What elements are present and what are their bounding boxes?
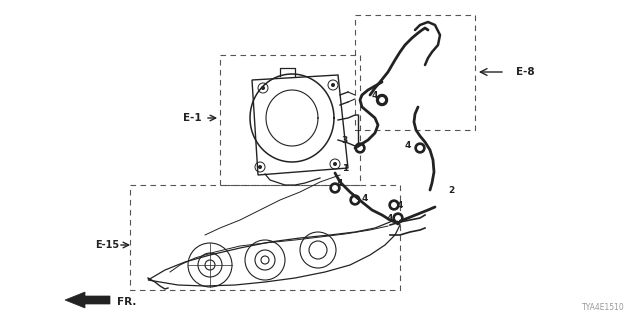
Circle shape: [393, 213, 403, 223]
Circle shape: [333, 162, 337, 166]
Circle shape: [380, 98, 384, 102]
Circle shape: [380, 98, 385, 102]
Text: E-1: E-1: [182, 113, 202, 123]
Circle shape: [389, 200, 399, 210]
Text: TYA4E1510: TYA4E1510: [582, 303, 625, 312]
Text: 3: 3: [342, 135, 348, 145]
Circle shape: [355, 143, 365, 153]
Circle shape: [396, 216, 400, 220]
Circle shape: [377, 95, 387, 105]
Circle shape: [258, 165, 262, 169]
Text: 4: 4: [397, 201, 403, 210]
Circle shape: [333, 186, 337, 190]
Text: 4: 4: [405, 140, 411, 149]
Polygon shape: [65, 292, 110, 308]
Circle shape: [415, 143, 425, 153]
Text: 4: 4: [387, 213, 393, 222]
Text: E-8: E-8: [516, 67, 534, 77]
Text: 4: 4: [372, 91, 378, 100]
Circle shape: [358, 146, 362, 150]
Circle shape: [353, 198, 357, 202]
Text: 2: 2: [448, 186, 454, 195]
Text: 4: 4: [337, 179, 343, 188]
Text: 4: 4: [362, 194, 368, 203]
Text: E-15: E-15: [95, 240, 119, 250]
Circle shape: [376, 94, 387, 106]
Circle shape: [261, 86, 265, 90]
Circle shape: [331, 83, 335, 87]
Text: 1: 1: [342, 164, 348, 172]
Circle shape: [392, 203, 396, 207]
Circle shape: [418, 146, 422, 150]
Circle shape: [330, 183, 340, 193]
Text: FR.: FR.: [117, 297, 136, 307]
Circle shape: [350, 195, 360, 205]
